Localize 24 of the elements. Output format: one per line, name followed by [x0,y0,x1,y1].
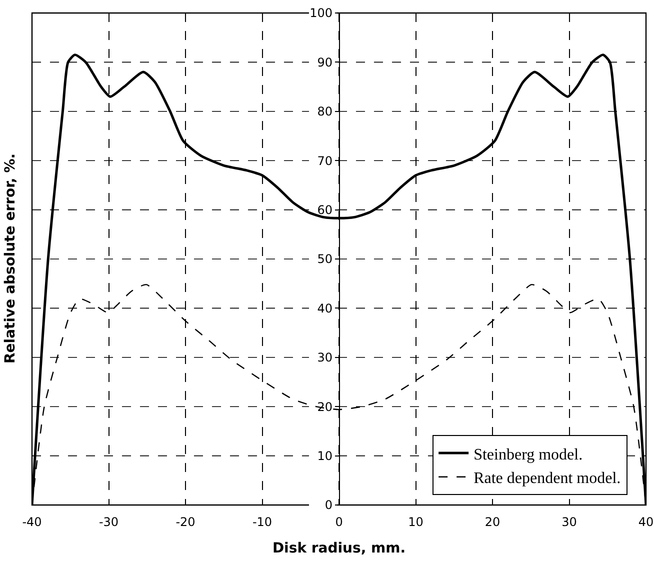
y-tick-label: 100 [310,6,332,20]
y-tick-label: 40 [317,301,332,316]
y-tick-label: 60 [317,203,332,217]
y-tick-label: 0 [324,498,332,512]
y-tick-label: 50 [317,252,332,266]
x-tick-label: -30 [98,515,119,529]
y-axis-title: Relative absolute error, %. [2,153,19,364]
x-tick-label: -40 [22,515,42,529]
x-tick-label: 10 [408,515,424,529]
y-tick-label: 70 [317,154,332,168]
x-tick-label: 20 [484,515,500,529]
x-tick-label: 0 [335,515,343,529]
x-tick-label: -10 [252,515,272,529]
legend-label: Steinberg model. [474,446,583,464]
y-tick-label: 20 [317,400,332,414]
y-tick-label: 90 [317,55,332,70]
y-tick-label: 80 [317,104,332,119]
y-tick-label: 10 [317,449,332,463]
y-tick-label: 30 [317,350,332,365]
x-tick-label: 30 [562,515,577,529]
x-tick-label: 40 [638,515,654,529]
legend-label: Rate dependent model. [474,470,621,488]
x-tick-label: -20 [176,515,196,529]
x-axis-title: Disk radius, mm. [272,540,406,556]
